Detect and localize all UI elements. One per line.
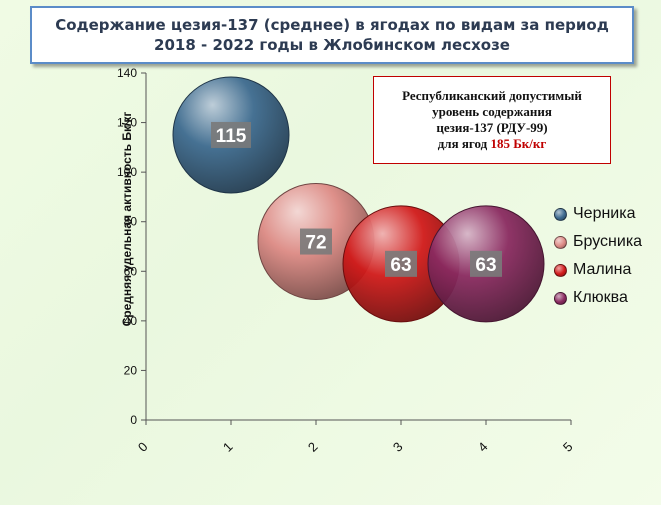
y-tick-label: 0: [130, 413, 137, 427]
y-tick-label: 80: [124, 215, 138, 229]
x-tick-label: 1: [220, 439, 236, 455]
y-tick-label: 120: [117, 116, 137, 130]
legend-label: Малина: [573, 261, 632, 278]
legend-marker-icon: [554, 263, 567, 277]
data-label: 63: [475, 255, 496, 276]
x-tick-label: 0: [135, 439, 151, 455]
x-tick-label: 5: [560, 439, 576, 455]
data-label-box: [211, 121, 251, 148]
rdu-annotation-box: Республиканский допустимый уровень содер…: [373, 76, 611, 164]
data-label-box: [300, 228, 332, 255]
data-label-box: [470, 250, 502, 277]
chart-title-box: Содержание цезия-137 (среднее) в ягодах …: [30, 6, 634, 64]
legend-item: Черника: [554, 200, 642, 228]
legend-marker-icon: [554, 207, 567, 221]
y-tick-label: 20: [124, 363, 138, 377]
x-tick-label: 3: [390, 439, 406, 455]
y-tick-label: 60: [124, 264, 138, 278]
chart-legend: Черника Брусника Малина Клюква: [554, 200, 642, 312]
legend-item: Клюква: [554, 284, 642, 312]
rdu-limit-value: 185 Бк/кг: [490, 136, 547, 151]
chart-title-line-2: 2018 - 2022 годы в Жлобинском лесхозе: [154, 36, 510, 54]
rdu-annotation-line-3: цезия-137 (РДУ-99): [436, 120, 548, 135]
legend-item: Малина: [554, 256, 642, 284]
y-axis-label: Средняя удельная активность Бк/кг: [120, 111, 134, 327]
legend-label: Черника: [573, 205, 636, 222]
data-label: 63: [390, 255, 411, 276]
rdu-annotation-prefix: для ягод: [437, 136, 491, 151]
rdu-annotation-line-1: Республиканский допустимый: [402, 88, 582, 103]
y-tick-label: 100: [117, 165, 137, 179]
y-tick-label: 40: [124, 314, 138, 328]
legend-item: Брусника: [554, 228, 642, 256]
legend-marker-icon: [554, 291, 567, 305]
data-label: 115: [216, 126, 247, 147]
x-tick-label: 4: [475, 439, 491, 455]
rdu-annotation-line-4: для ягод 185 Бк/кг: [438, 136, 547, 152]
chart-title-line-1: Содержание цезия-137 (среднее) в ягодах …: [55, 16, 609, 34]
rdu-annotation-line-2: уровень содержания: [432, 104, 552, 119]
legend-marker-icon: [554, 235, 567, 249]
data-label: 72: [305, 233, 326, 254]
x-tick-label: 2: [305, 439, 321, 455]
data-label-box: [385, 250, 417, 277]
legend-label: Брусника: [573, 233, 643, 250]
y-tick-label: 140: [117, 66, 137, 80]
legend-label: Клюква: [573, 289, 628, 306]
